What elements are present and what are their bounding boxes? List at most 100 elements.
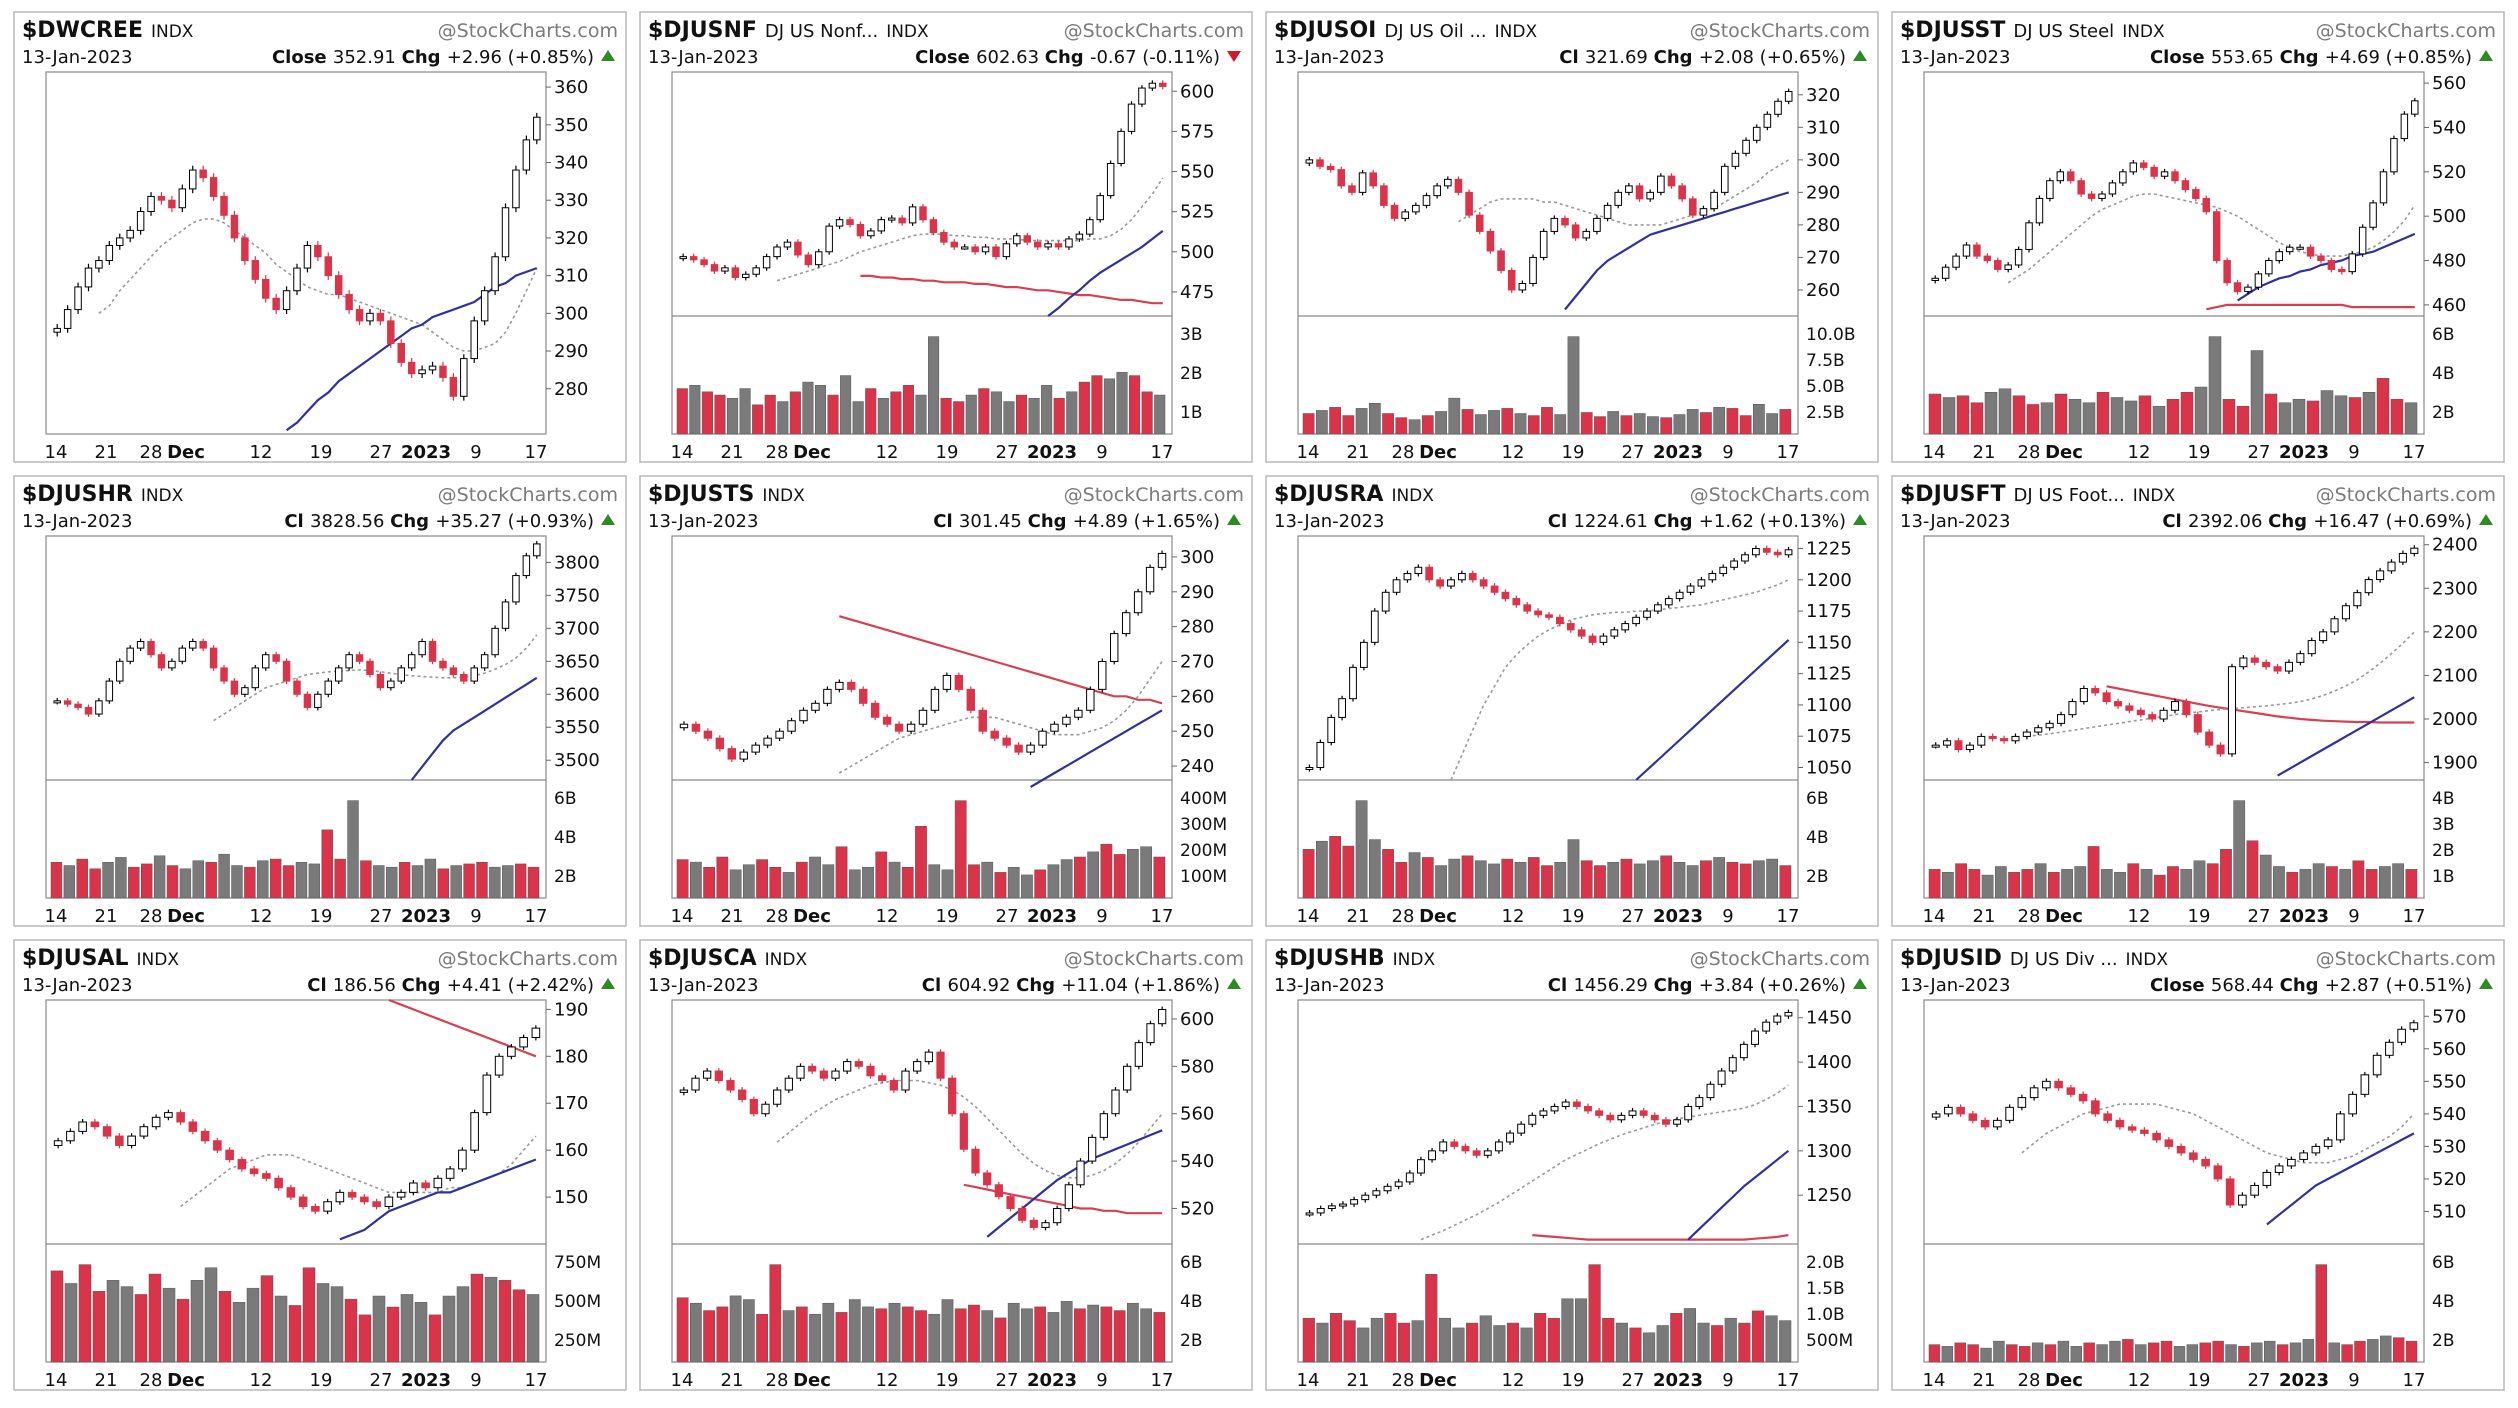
candle-body [314, 693, 322, 708]
volume-bar [1357, 1327, 1370, 1363]
candle-body [870, 702, 880, 718]
volume-bar [1942, 397, 1956, 435]
chart-panel-djusts[interactable]: $DJUSTS INDX @StockCharts.com 13-Jan-2023 Cl… [639, 475, 1253, 927]
volume-bar [764, 394, 776, 435]
candle-body [1013, 235, 1021, 245]
candle-body [867, 230, 875, 237]
candle-body [761, 1103, 770, 1115]
chart-panel-djusra[interactable]: $DJUSRA INDX @StockCharts.com 13-Jan-2023 Cl… [1265, 475, 1879, 927]
chart-panel-djusoi[interactable]: $DJUSOI DJ US Oil ... INDX @StockCharts.com… [1265, 11, 1879, 463]
volume-bar [1100, 843, 1113, 899]
chart-panel-dwcree[interactable]: $DWCREE INDX @StockCharts.com 13-Jan-2023 Cl… [13, 11, 627, 463]
chart-panel-djusnf[interactable]: $DJUSNF DJ US Nonf... INDX @StockCharts.com… [639, 11, 1253, 463]
chart-panel-djusst[interactable]: $DJUSST DJ US Steel INDX @StockCharts.com 13… [1891, 11, 2505, 463]
volume-bar [470, 1273, 484, 1363]
volume-bar [802, 381, 814, 435]
volume-bar [1753, 404, 1765, 435]
volume-tick-label: 100M [1180, 867, 1227, 887]
candle-body [1697, 579, 1706, 587]
volume-bar [676, 1297, 689, 1363]
chart-panel-djushb[interactable]: $DJUSHB INDX @StockCharts.com 13-Jan-2023 Cl… [1265, 939, 1879, 1391]
price-tick-label: 300 [554, 303, 588, 324]
candle-body [188, 1121, 198, 1132]
candle-body [314, 244, 322, 258]
candle-body [1337, 169, 1346, 187]
volume-bar [2405, 869, 2418, 899]
volume-bar [120, 1286, 134, 1363]
candle-body [1405, 1172, 1414, 1183]
panel-border [1891, 939, 2505, 1391]
x-tick-label: 9 [470, 442, 481, 463]
candle-body [241, 687, 249, 695]
candle-body [176, 1112, 185, 1123]
volume-bar [2376, 378, 2390, 435]
volume-bar [782, 1310, 795, 1363]
price-tick-label: 1050 [1806, 757, 1852, 778]
volume-bar [1021, 1308, 1033, 1363]
candle-body [53, 1140, 63, 1146]
candle-body [1661, 1119, 1670, 1125]
candle-body [2296, 246, 2304, 250]
candle-body [241, 237, 249, 262]
candle-body [1158, 1008, 1167, 1025]
volume-bar [2057, 1340, 2070, 1363]
volume-bar [782, 872, 795, 899]
candle-body [2103, 1113, 2112, 1121]
candle-body [2338, 268, 2346, 273]
x-tick-label: 19 [2188, 1370, 2211, 1391]
volume-bar [954, 1308, 967, 1363]
candle-body [293, 680, 301, 695]
candle-body [1965, 744, 1974, 750]
candle-body [2067, 171, 2075, 182]
candle-body [95, 260, 103, 269]
x-tick-label: 19 [936, 906, 959, 927]
x-tick-label: Dec [167, 1370, 205, 1391]
candle-body [1507, 269, 1516, 291]
price-tick-label: 570 [2432, 1006, 2466, 1027]
candle-body [1706, 1083, 1715, 1099]
volume-bar [1411, 1320, 1424, 1363]
chart-panel-djusft[interactable]: $DJUSFT DJ US Foot... INDX @StockCharts.com… [1891, 475, 2505, 927]
x-tick-label: 2023 [1653, 442, 1703, 463]
price-tick-label: 520 [2432, 1169, 2466, 1190]
candle-body [2262, 661, 2271, 668]
volume-bar [2236, 405, 2250, 435]
volume-bar [1127, 1302, 1139, 1363]
candle-body [2042, 1080, 2051, 1089]
chart-panel-djusca[interactable]: $DJUSCA INDX @StockCharts.com 13-Jan-2023 Cl… [639, 939, 1253, 1391]
price-tick-label: 1075 [1806, 726, 1852, 747]
candle-body [1506, 1132, 1514, 1143]
volume-bar [742, 864, 755, 899]
volume-bar [1633, 413, 1646, 435]
candle-body [1751, 1030, 1759, 1045]
price-tick-label: 280 [554, 379, 588, 400]
candle-body [2341, 605, 2350, 620]
volume-bar [752, 404, 764, 435]
chart-panel-djusal[interactable]: $DJUSAL INDX @StockCharts.com 13-Jan-2023 Cl… [13, 939, 627, 1391]
volume-bar [386, 866, 398, 899]
volume-bar [901, 1306, 914, 1363]
candle-body [1023, 235, 1031, 243]
x-tick-label: 2023 [2279, 1370, 2329, 1391]
volume-bar [703, 1310, 715, 1363]
volume-bar [1739, 863, 1752, 899]
candle-body [2319, 631, 2328, 642]
volume-bar [1066, 391, 1078, 435]
x-tick-label: 17 [1151, 906, 1174, 927]
volume-bar [1329, 407, 1341, 435]
chart-panel-djushr[interactable]: $DJUSHR INDX @StockCharts.com 13-Jan-2023 Cl… [13, 475, 627, 927]
x-tick-label: Dec [2045, 1370, 2083, 1391]
volume-bar [941, 869, 954, 899]
candle-body [1686, 585, 1695, 593]
price-tick-label: 190 [554, 999, 588, 1020]
price-tick-label: 360 [554, 77, 588, 98]
chart-panel-djusid[interactable]: $DJUSID DJ US Div ... INDX @StockCharts.com… [1891, 939, 2505, 1391]
candle-body [105, 244, 114, 262]
candle-body [1486, 230, 1495, 252]
candle-body [2034, 727, 2043, 733]
candle-body [1593, 217, 1601, 232]
candle-body [366, 312, 374, 322]
candle-body [1545, 614, 1553, 618]
x-tick-label: 14 [45, 906, 68, 927]
candle-body [954, 674, 964, 690]
